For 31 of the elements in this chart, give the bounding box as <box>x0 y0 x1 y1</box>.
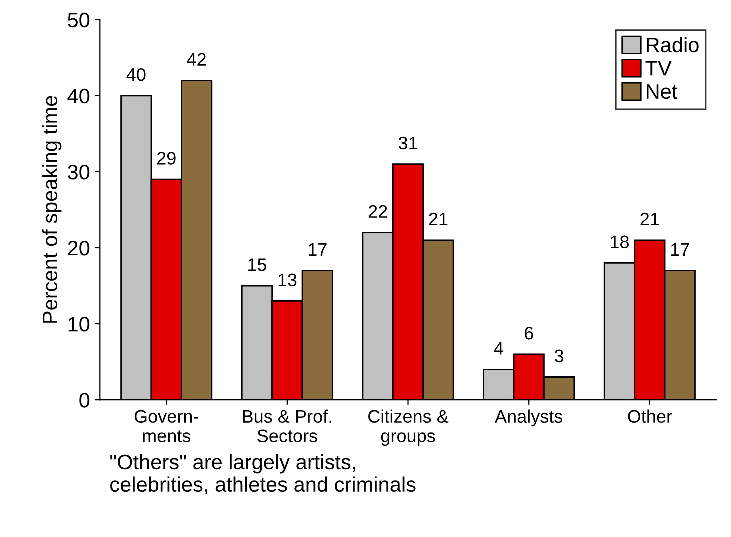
data-label: 18 <box>611 236 629 249</box>
data-label: 4 <box>494 342 504 355</box>
y-tick-label: 40 <box>68 88 90 104</box>
data-label: 40 <box>126 68 146 82</box>
data-label: 15 <box>248 258 267 272</box>
data-label: 13 <box>278 274 297 287</box>
data-label: 3 <box>554 350 564 363</box>
x-tick-label: Govern- ments <box>134 410 198 442</box>
data-label: 6 <box>524 326 534 340</box>
x-tick-label: Analysts <box>495 410 563 427</box>
legend-label: TV <box>646 61 672 76</box>
data-label: 17 <box>671 244 690 256</box>
y-axis-title: Percent of speaking time <box>42 96 62 323</box>
data-label: 17 <box>308 244 327 256</box>
data-label: 21 <box>429 212 448 226</box>
data-label: 29 <box>157 152 176 165</box>
data-label: 21 <box>640 212 660 226</box>
y-tick-label: 30 <box>68 164 90 180</box>
y-tick-label: 0 <box>80 393 90 408</box>
y-tick-label: 50 <box>68 12 90 28</box>
data-label: 42 <box>187 53 206 66</box>
x-tick-label: Bus & Prof. Sectors <box>243 410 332 442</box>
legend-label: Net <box>646 84 678 100</box>
x-tick-label: Citizens & groups <box>368 410 449 446</box>
x-tick-label: Other <box>628 410 672 424</box>
data-label: 22 <box>368 205 388 218</box>
y-tick-label: 10 <box>68 317 90 332</box>
data-label: 31 <box>398 136 418 150</box>
legend-label: Radio <box>646 37 699 53</box>
text: "Others" are largely artists, celebrities, athletes and criminals <box>110 454 416 495</box>
y-tick-label: 20 <box>68 240 90 256</box>
